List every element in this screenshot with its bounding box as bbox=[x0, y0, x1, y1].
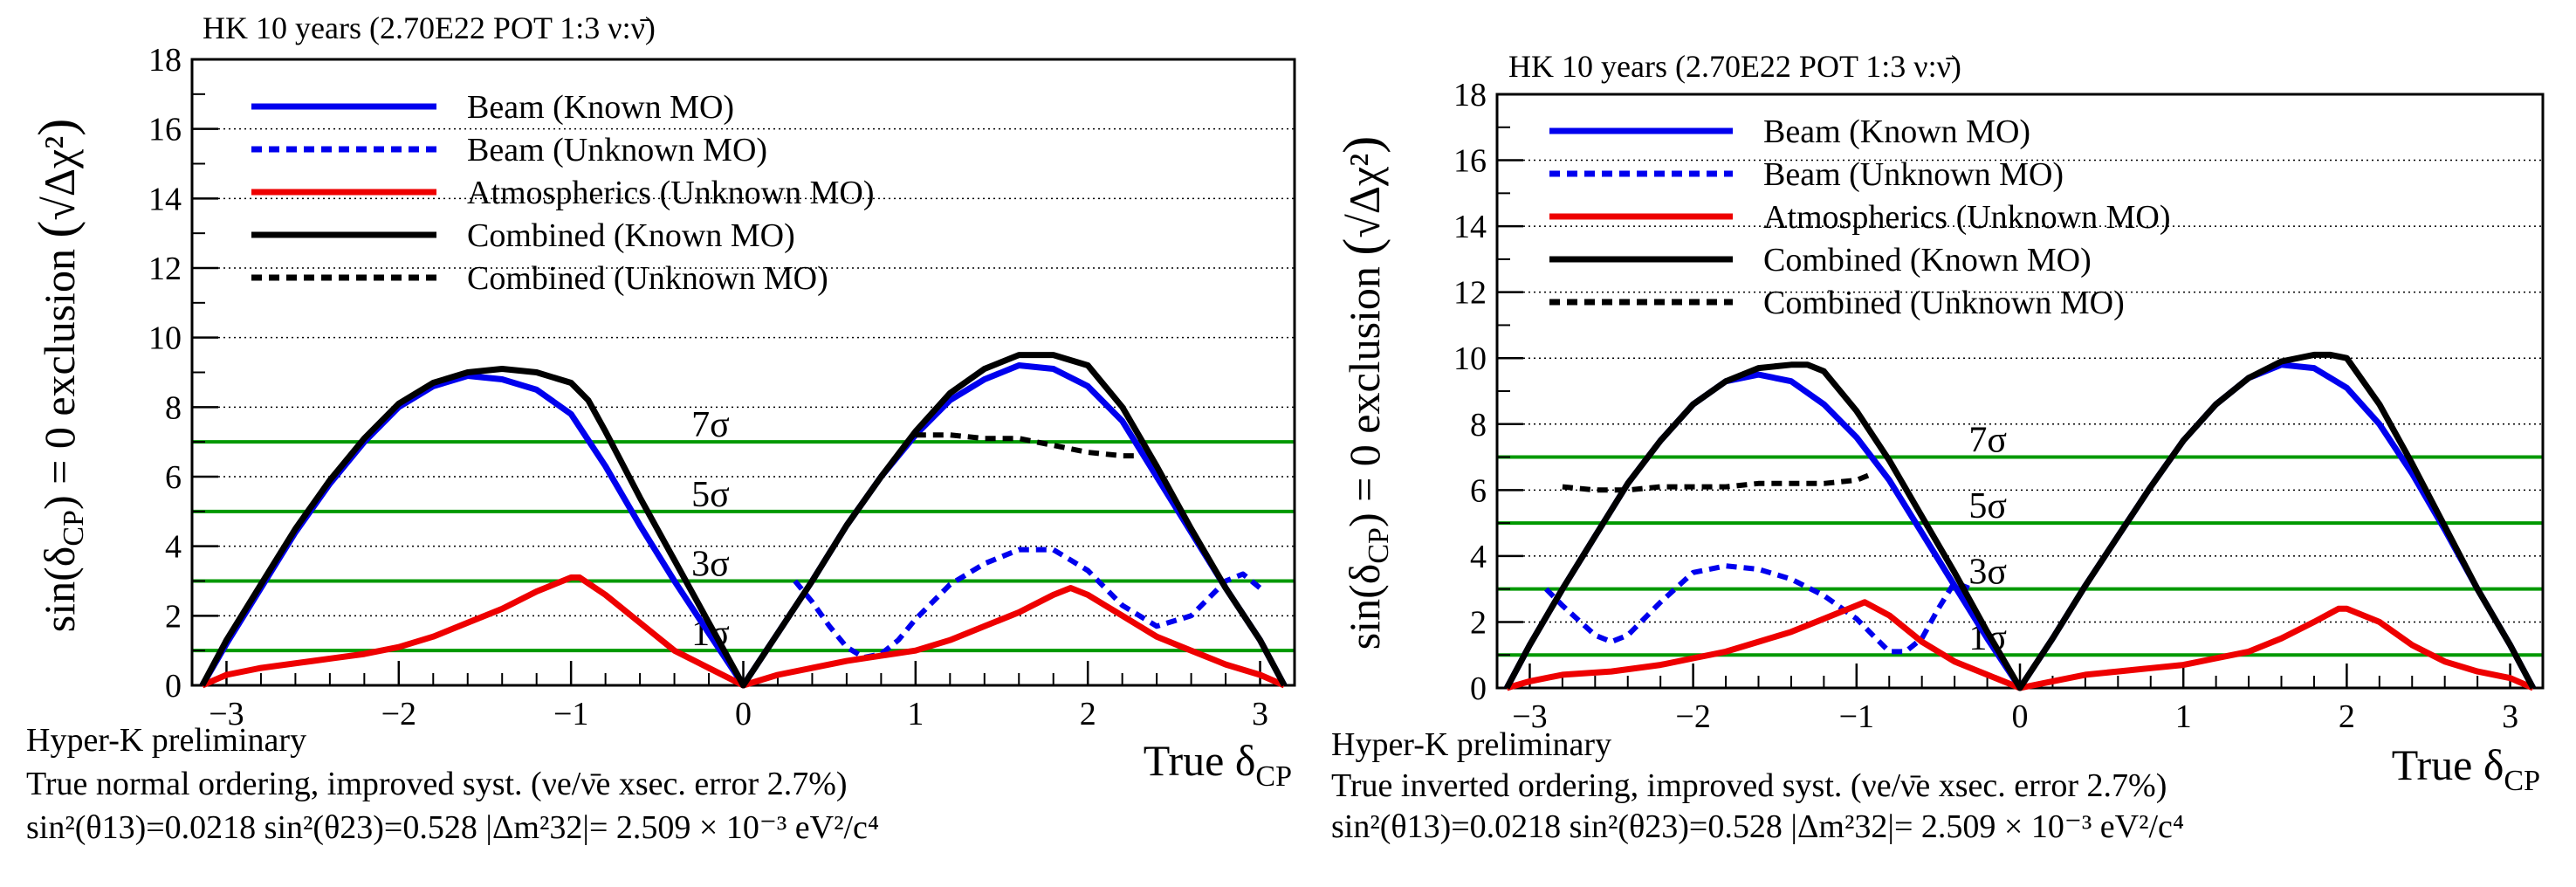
x-tick-label: 1 bbox=[2175, 698, 2192, 735]
x-tick-label: −3 bbox=[1512, 698, 1547, 735]
series-group bbox=[199, 352, 1288, 689]
footer-line-1: Hyper-K preliminary bbox=[26, 722, 306, 759]
footer-line-3: sin²(θ13)=0.0218 sin²(θ23)=0.528 |Δm²32|… bbox=[26, 809, 879, 846]
y-tick-label: 6 bbox=[1470, 472, 1487, 509]
footer-line-3: sin²(θ13)=0.0218 sin²(θ23)=0.528 |Δm²32|… bbox=[1331, 808, 2184, 845]
series-line-beam-unknown-mo bbox=[793, 547, 1262, 661]
legend-label: Atmospherics (Unknown MO) bbox=[467, 175, 875, 211]
x-tick-label: 0 bbox=[2012, 698, 2029, 735]
legend-label: Combined (Unknown MO) bbox=[1763, 285, 2125, 321]
series-line-combined-known-mo bbox=[199, 352, 1288, 689]
series-line-beam-known-mo bbox=[1504, 361, 2536, 691]
footer-line-1: Hyper-K preliminary bbox=[1331, 726, 1611, 763]
x-tick-label: −1 bbox=[553, 696, 588, 732]
y-tick-label: 0 bbox=[165, 668, 182, 705]
y-tick-label: 6 bbox=[165, 459, 182, 496]
y-axis: 0 2 4 6 8 10 12 14 16 18 bbox=[1453, 77, 1523, 707]
y-tick-label: 2 bbox=[165, 598, 182, 635]
x-tick-label: −2 bbox=[1675, 698, 1710, 735]
legend: Beam (Known MO) Beam (Unknown MO) Atmosphe… bbox=[1549, 113, 2171, 321]
sigma-label: 5σ bbox=[1968, 486, 2007, 526]
x-tick-label: 2 bbox=[2339, 698, 2355, 735]
legend-label: Beam (Unknown MO) bbox=[467, 132, 767, 168]
series-line-beam-known-mo bbox=[199, 362, 1288, 689]
y-tick-label: 8 bbox=[1470, 407, 1487, 444]
x-tick-label: −2 bbox=[381, 696, 416, 732]
x-tick-label: −3 bbox=[209, 696, 244, 732]
series-line-combined-unknown-mo bbox=[1562, 471, 1874, 493]
sigma-label: 5σ bbox=[691, 475, 730, 515]
y-tick-label: 2 bbox=[1470, 604, 1487, 641]
legend: Beam (Known MO) Beam (Unknown MO) Atmosphe… bbox=[251, 89, 875, 297]
y-tick-label: 10 bbox=[1453, 340, 1487, 377]
y-axis: 0 2 4 6 8 10 12 14 16 18 bbox=[148, 42, 218, 705]
y-tick-label: 16 bbox=[1453, 143, 1487, 180]
series-line-atmospherics-unknown-mo bbox=[201, 574, 1286, 689]
y-tick-label: 14 bbox=[1453, 209, 1487, 245]
x-tick-label: 1 bbox=[907, 696, 924, 732]
x-axis: −3 −2 −1 0 1 2 3 bbox=[1496, 664, 2544, 735]
y-tick-label: 18 bbox=[1453, 77, 1487, 113]
legend-label: Combined (Unknown MO) bbox=[467, 260, 828, 297]
y-tick-label: 4 bbox=[1470, 539, 1487, 575]
x-tick-label: 3 bbox=[2502, 698, 2518, 735]
x-axis-title: True δCP bbox=[2392, 740, 2540, 797]
x-tick-label: 0 bbox=[735, 696, 752, 732]
x-axis-title: True δCP bbox=[1144, 736, 1292, 793]
y-tick-label: 0 bbox=[1470, 670, 1487, 707]
y-tick-label: 14 bbox=[148, 181, 182, 217]
x-tick-label: 3 bbox=[1252, 696, 1268, 732]
x-axis: −3 −2 −1 0 1 2 3 bbox=[191, 661, 1295, 732]
legend-label: Combined (Known MO) bbox=[467, 217, 795, 254]
chart-header: HK 10 years (2.70E22 POT 1:3 ν:ν̄) bbox=[203, 10, 656, 45]
footer-line-2: True inverted ordering, improved syst. (… bbox=[1331, 767, 2167, 804]
sigma-label: 7σ bbox=[1968, 421, 2007, 461]
series-group bbox=[1504, 351, 2536, 691]
series-line-combined-known-mo bbox=[1504, 351, 2536, 691]
series-line-combined-unknown-mo bbox=[915, 432, 1140, 459]
y-tick-label: 8 bbox=[165, 389, 182, 426]
y-tick-label: 12 bbox=[1453, 275, 1487, 312]
grid-lines bbox=[192, 127, 1295, 617]
legend-label: Beam (Known MO) bbox=[467, 89, 734, 126]
sigma-label: 7σ bbox=[691, 405, 730, 445]
legend-label: Beam (Unknown MO) bbox=[1763, 156, 2064, 193]
x-tick-label: 2 bbox=[1080, 696, 1096, 732]
y-tick-label: 16 bbox=[148, 112, 182, 148]
footer-line-2: True normal ordering, improved syst. (νe… bbox=[26, 766, 848, 802]
legend-label: Beam (Known MO) bbox=[1763, 113, 2030, 150]
chart-header: HK 10 years (2.70E22 POT 1:3 ν:ν̄) bbox=[1508, 49, 1961, 84]
legend-label: Atmospherics (Unknown MO) bbox=[1763, 199, 2171, 236]
y-axis-title: sin(δCP) = 0 exclusion (√Δχ²) bbox=[1333, 136, 1395, 650]
y-axis-title: sin(δCP) = 0 exclusion (√Δχ²) bbox=[28, 119, 90, 632]
series-line-atmospherics-unknown-mo bbox=[1506, 599, 2535, 691]
sigma-label: 3σ bbox=[1968, 553, 2007, 593]
y-tick-label: 10 bbox=[148, 320, 182, 357]
x-tick-label: −1 bbox=[1839, 698, 1874, 735]
y-tick-label: 12 bbox=[148, 251, 182, 287]
y-tick-label: 4 bbox=[165, 529, 182, 566]
legend-label: Combined (Known MO) bbox=[1763, 242, 2092, 278]
sigma-label: 3σ bbox=[691, 545, 730, 585]
y-tick-label: 18 bbox=[148, 42, 182, 79]
